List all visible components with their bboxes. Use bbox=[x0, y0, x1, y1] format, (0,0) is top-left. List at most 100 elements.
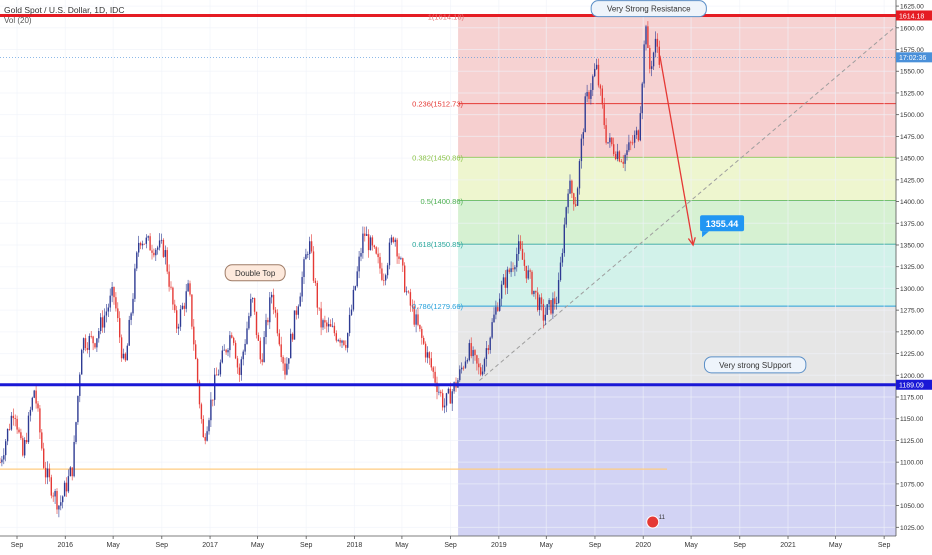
candle-body bbox=[464, 361, 467, 368]
candle-body bbox=[257, 335, 260, 341]
candle-body bbox=[46, 468, 49, 478]
candle-body bbox=[309, 241, 311, 255]
candle-body bbox=[263, 337, 265, 363]
candle-body bbox=[415, 314, 417, 325]
candle-body bbox=[413, 306, 415, 325]
candle-body bbox=[41, 432, 43, 449]
candle-body bbox=[582, 132, 584, 139]
candle-body bbox=[557, 280, 560, 304]
candle-body bbox=[337, 339, 339, 341]
candle-body bbox=[358, 256, 360, 272]
candle-body bbox=[244, 343, 246, 352]
candle-body bbox=[409, 292, 412, 306]
candle-body bbox=[149, 236, 151, 251]
candle-body bbox=[314, 280, 317, 284]
event-badge-count: 11 bbox=[659, 515, 666, 521]
candle-body bbox=[537, 292, 539, 311]
fib-label-0.618: 0.618(1350.85) bbox=[412, 240, 463, 249]
candle-body bbox=[290, 333, 292, 359]
candle-body bbox=[556, 303, 558, 304]
candle-body bbox=[645, 26, 647, 45]
annotation-bubble[interactable] bbox=[703, 356, 807, 374]
support-price-tag bbox=[896, 379, 932, 390]
candle-body bbox=[481, 371, 484, 375]
candle-body bbox=[654, 38, 657, 53]
candle-body bbox=[81, 350, 83, 375]
price-tick-label: 1025.00 bbox=[900, 525, 924, 532]
candle-body bbox=[624, 154, 626, 164]
candle-body bbox=[29, 409, 32, 416]
candle-body bbox=[371, 237, 374, 246]
candle-body bbox=[195, 344, 197, 359]
price-tick-label: 1550.00 bbox=[900, 69, 924, 76]
candle-body bbox=[90, 335, 92, 337]
target-label-box[interactable] bbox=[700, 215, 745, 232]
candle-body bbox=[445, 393, 448, 406]
candle-body bbox=[400, 258, 402, 260]
candle-body bbox=[592, 76, 594, 90]
price-tick-label: 1325.00 bbox=[900, 264, 924, 271]
candle-body bbox=[381, 268, 383, 280]
candle-body bbox=[0, 462, 1, 463]
candle-body bbox=[388, 242, 391, 266]
candle-body bbox=[590, 89, 592, 99]
candle-body bbox=[259, 340, 261, 360]
candle-body bbox=[62, 496, 64, 503]
price-tick-label: 1250.00 bbox=[900, 329, 924, 336]
resistance-price-tag bbox=[896, 10, 932, 21]
candle-body bbox=[369, 237, 372, 251]
candle-body bbox=[299, 296, 301, 307]
time-tick-label: May bbox=[829, 542, 843, 549]
annotation-bubble[interactable] bbox=[224, 264, 286, 282]
candle-body bbox=[493, 314, 495, 323]
time-tick-label: 2021 bbox=[780, 542, 796, 549]
annotation-text: Double Top bbox=[235, 269, 276, 278]
candle-body bbox=[499, 298, 501, 311]
candle-body bbox=[630, 142, 632, 144]
candle-body bbox=[500, 284, 503, 299]
candle-body bbox=[613, 144, 615, 155]
candle-body bbox=[101, 317, 104, 328]
time-tick-label: Sep bbox=[734, 542, 747, 549]
annotation-bubble[interactable] bbox=[590, 0, 707, 18]
candle-body bbox=[483, 359, 486, 372]
candle-body bbox=[291, 333, 294, 340]
fib-band-below-1 bbox=[458, 384, 896, 536]
candle-body bbox=[71, 467, 73, 477]
candle-body bbox=[377, 253, 379, 258]
candle-body bbox=[426, 352, 429, 358]
candle-body bbox=[385, 275, 387, 281]
candle-body bbox=[16, 418, 18, 430]
candle-body bbox=[250, 299, 252, 317]
candle-body bbox=[538, 297, 541, 311]
price-axis-bg bbox=[896, 0, 932, 550]
candle-body bbox=[605, 125, 607, 143]
candle-body bbox=[595, 64, 598, 69]
event-badge-icon[interactable] bbox=[646, 515, 660, 529]
candle-body bbox=[174, 304, 176, 311]
candle-body bbox=[611, 137, 613, 145]
candle-body bbox=[588, 92, 590, 99]
candle-body bbox=[383, 279, 385, 281]
candle-body bbox=[525, 265, 527, 279]
candle-body bbox=[402, 258, 404, 266]
candle-body bbox=[347, 333, 349, 348]
candle-body bbox=[356, 271, 358, 287]
resistance-price-tag-text: 1614.18 bbox=[899, 13, 924, 20]
candle-body bbox=[462, 367, 465, 369]
candle-body bbox=[248, 316, 250, 329]
candle-body bbox=[609, 137, 611, 143]
candle-body bbox=[305, 254, 307, 260]
candle-body bbox=[392, 237, 394, 242]
candle-body bbox=[375, 247, 377, 254]
candle-body bbox=[423, 337, 425, 344]
candle-body bbox=[632, 142, 634, 144]
candle-body bbox=[153, 252, 155, 256]
candle-body bbox=[603, 104, 605, 126]
candle-body bbox=[236, 358, 239, 368]
candle-body bbox=[20, 432, 22, 439]
candle-body bbox=[67, 476, 70, 492]
candle-body bbox=[639, 113, 641, 141]
